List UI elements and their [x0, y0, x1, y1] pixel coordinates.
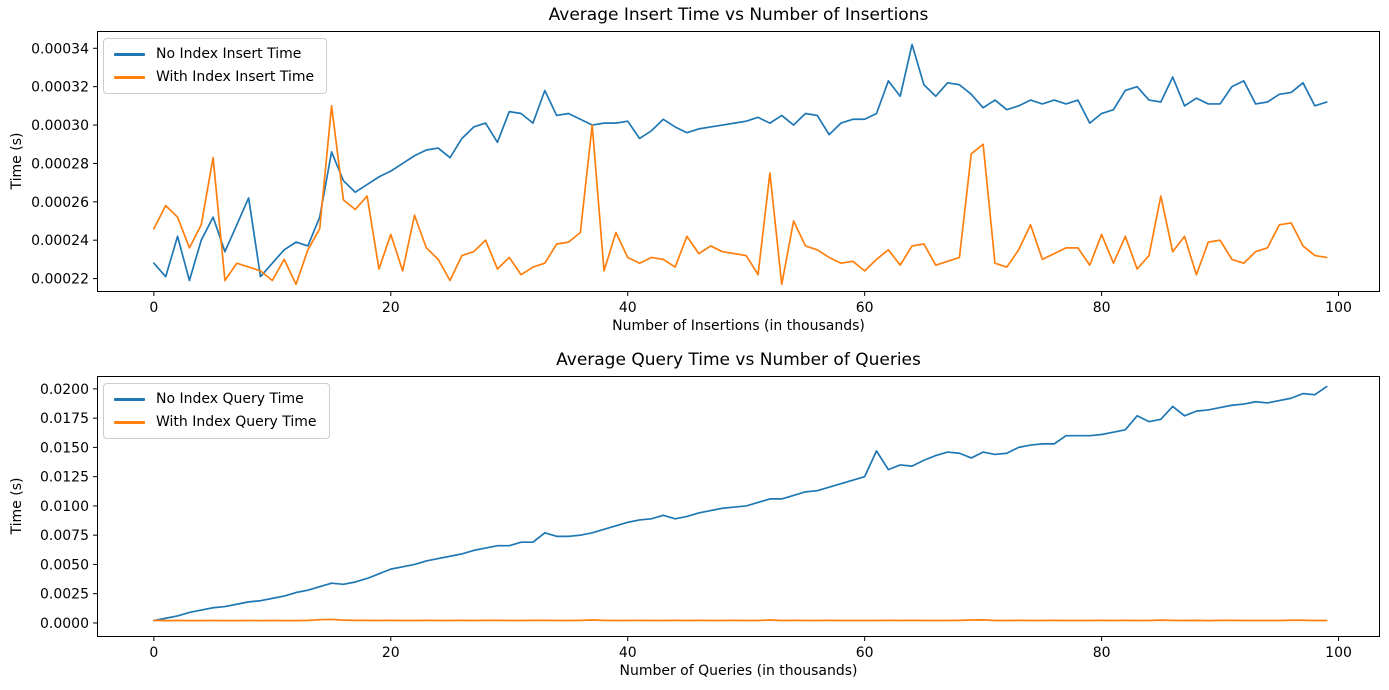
- x-tick-label: 60: [856, 645, 874, 661]
- y-tick-label: 0.0100: [40, 499, 89, 515]
- x-axis-label: Number of Queries (in thousands): [619, 663, 858, 679]
- legend-item: No Index Query Time: [114, 391, 317, 407]
- legend-label: No Index Insert Time: [156, 46, 302, 62]
- axes-spines: [97, 31, 1380, 292]
- y-tick-label: 0.00026: [31, 195, 89, 211]
- chart-title: Average Insert Time vs Number of Inserti…: [548, 5, 929, 25]
- x-tick-label: 100: [1325, 645, 1352, 661]
- legend-label: No Index Query Time: [156, 391, 304, 407]
- x-tick-label: 0: [149, 645, 158, 661]
- y-tick-label: 0.00028: [31, 156, 89, 172]
- x-tick-label: 60: [856, 300, 874, 316]
- legend-item: With Index Query Time: [114, 414, 317, 430]
- x-tick-label: 20: [382, 645, 400, 661]
- legend-line-swatch-no-index-insert: [114, 52, 145, 56]
- x-tick-label: 80: [1093, 645, 1111, 661]
- legend-label: With Index Query Time: [156, 414, 317, 430]
- legend-line-swatch-no-index-query: [114, 397, 145, 401]
- no-index-insert-time-line: [153, 43, 1328, 282]
- y-tick-label: 0.0075: [40, 528, 89, 544]
- legend-item: No Index Insert Time: [114, 46, 314, 62]
- y-axis-label: Time (s): [9, 477, 25, 535]
- query-time-chart: 0 20 40 60 80 100 0.0000 0.0025 0.0050 0.0075 0.01…: [0, 345, 1389, 690]
- axes-spines: [97, 376, 1380, 637]
- y-tick-label: 0.0125: [40, 470, 89, 486]
- y-axis-label: Time (s): [9, 132, 25, 190]
- legend-item: With Index Insert Time: [114, 69, 314, 85]
- legend: No Index Query Time With Index Query Tim…: [103, 383, 330, 439]
- x-tick-label: 20: [382, 300, 400, 316]
- y-tick-label: 0.00032: [31, 80, 89, 96]
- with-index-query-time-line: [153, 618, 1328, 622]
- insert-time-chart: 0 20 40 60 80 100 0.00022 0.00024 0.00026 0.00028…: [9, 5, 1380, 334]
- legend-line-swatch-with-index-insert: [114, 75, 145, 79]
- y-tick-label: 0.0025: [40, 587, 89, 603]
- y-tick-label: 0.0150: [40, 440, 89, 456]
- y-tick-label: 0.00034: [31, 41, 89, 57]
- y-tick-label: 0.00022: [31, 272, 89, 288]
- legend-line-swatch-with-index-query: [114, 420, 145, 424]
- insert-time-plot-svg: 0 20 40 60 80 100 0.00022 0.00024 0.00026 0.00028…: [31, 31, 1380, 316]
- x-tick-label: 80: [1093, 300, 1111, 316]
- with-index-insert-time-line: [153, 104, 1328, 286]
- x-axis-label: Number of Insertions (in thousands): [612, 318, 865, 334]
- y-tick-label: 0.0000: [40, 616, 89, 632]
- y-tick-label: 0.0200: [40, 382, 89, 398]
- x-tick-label: 0: [149, 300, 158, 316]
- y-tick-label: 0.00030: [31, 118, 89, 134]
- y-tick-label: 0.00024: [31, 233, 89, 249]
- x-tick-label: 100: [1325, 300, 1352, 316]
- x-tick-label: 40: [619, 300, 637, 316]
- legend: No Index Insert Time With Index Insert T…: [103, 38, 328, 94]
- query-time-plot-svg: 0 20 40 60 80 100 0.0000 0.0025 0.0050 0.0075 0.01…: [40, 376, 1380, 661]
- chart-title: Average Query Time vs Number of Queries: [556, 350, 921, 370]
- legend-label: With Index Insert Time: [156, 69, 315, 85]
- no-index-query-time-line: [153, 385, 1328, 622]
- x-tick-label: 40: [619, 645, 637, 661]
- y-tick-label: 0.0050: [40, 557, 89, 573]
- y-tick-label: 0.0175: [40, 411, 89, 427]
